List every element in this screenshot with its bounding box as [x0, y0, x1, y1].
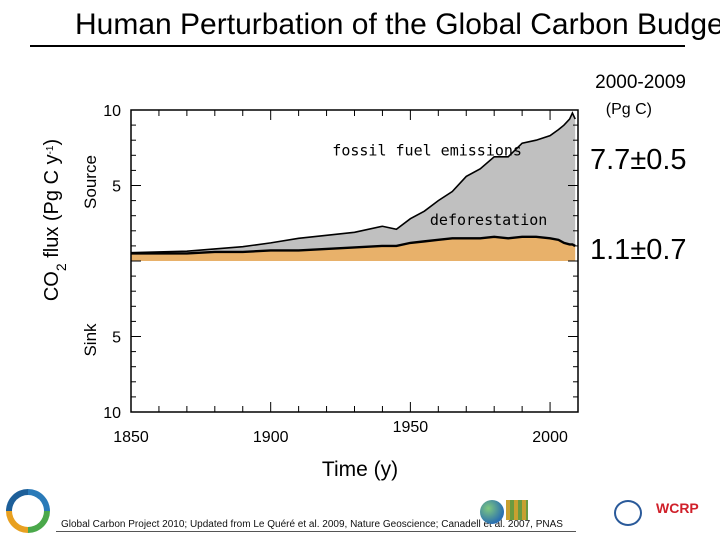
tick-labels: 1850 1900 1950 2000 10 5 5 10 [103, 103, 568, 446]
y-tick-label: 5 [112, 330, 121, 347]
sink-label: Sink [81, 323, 100, 357]
annotations: fossil fuel emissions deforestation [332, 141, 547, 228]
x-tick-label: 1950 [393, 419, 429, 436]
footer-rule [56, 531, 576, 532]
ihdp-logo [614, 500, 642, 526]
global-carbon-project-logo [4, 487, 60, 537]
partner-logo [506, 500, 528, 520]
wcrp-logo: WCRP [656, 500, 699, 516]
fossil-top-line [130, 111, 576, 254]
deforestation-stat: 1.1±0.7 [590, 234, 687, 266]
x-tick-label: 1900 [253, 429, 289, 446]
y-tick-label: 10 [103, 103, 121, 120]
source-label: Source [81, 155, 100, 209]
deforestation-area [131, 236, 576, 261]
fossil-area [131, 113, 576, 254]
citation-footer: Global Carbon Project 2010; Updated from… [61, 519, 563, 530]
y-tick-label: 5 [112, 179, 121, 196]
title-underline [30, 45, 685, 47]
y-axis-label: CO2 flux (Pg C y-1) [41, 139, 69, 301]
y-tick-label: 10 [103, 405, 121, 422]
deforestation-top-line [131, 235, 576, 255]
series-annotation: fossil fuel emissions [332, 141, 522, 159]
x-tick-label: 1850 [113, 429, 149, 446]
unit-label: (Pg C) [605, 101, 652, 118]
fossil-stat: 7.7±0.5 [590, 144, 687, 176]
axis-ticks [130, 109, 579, 413]
globe-logo [480, 500, 504, 524]
series-annotation: deforestation [430, 211, 547, 229]
slide-title: Human Perturbation of the Global Carbon … [75, 8, 720, 41]
period-label: 2000-2009 [595, 72, 686, 93]
x-tick-label: 2000 [532, 429, 568, 446]
x-axis-label: Time (y) [322, 458, 398, 481]
chart-areas [130, 111, 576, 261]
